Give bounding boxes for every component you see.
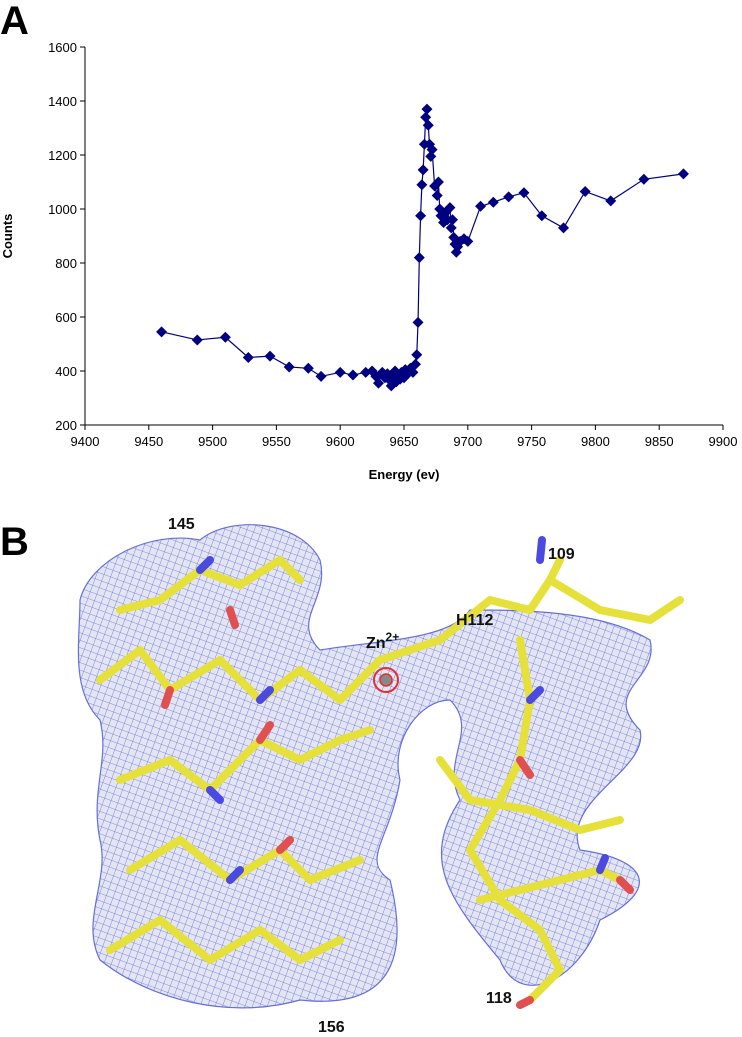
y-tick-label: 1200 <box>48 148 77 163</box>
element: Zn <box>366 635 386 652</box>
data-point <box>416 179 428 191</box>
x-tick-label: 9900 <box>709 434 738 449</box>
y-tick-label: 400 <box>55 364 77 379</box>
data-point <box>191 334 203 346</box>
data-point <box>579 185 591 197</box>
data-point <box>558 222 569 234</box>
x-axis-label: Energy (ev) <box>369 467 440 482</box>
data-point <box>431 190 443 201</box>
data-point <box>334 366 346 378</box>
data-point <box>638 173 650 185</box>
y-tick-label: 600 <box>55 310 77 325</box>
data-point <box>411 349 423 361</box>
data-point <box>605 195 617 207</box>
x-tick-label: 9700 <box>453 434 482 449</box>
data-point <box>503 191 515 203</box>
x-tick-label: 9550 <box>262 434 291 449</box>
data-line <box>161 109 684 386</box>
data-point <box>409 358 421 370</box>
residue-label: 118 <box>486 990 512 1007</box>
data-point <box>315 370 327 382</box>
y-tick-label: 200 <box>55 418 77 433</box>
x-tick-label: 9500 <box>198 434 227 449</box>
x-tick-label: 9750 <box>517 434 546 449</box>
residue-label: H112 <box>456 612 493 629</box>
data-point <box>407 366 419 378</box>
x-tick-label: 9800 <box>581 434 610 449</box>
data-point <box>412 316 424 328</box>
y-tick-label: 1400 <box>48 94 77 109</box>
data-point <box>219 331 231 343</box>
data-point <box>347 369 359 381</box>
x-tick-label: 9650 <box>390 434 419 449</box>
data-point <box>283 361 295 373</box>
data-point <box>421 103 433 115</box>
data-point <box>415 210 427 222</box>
data-point <box>426 144 438 156</box>
data-point <box>420 111 432 123</box>
x-tick-label: 9600 <box>326 434 355 449</box>
data-point <box>445 222 457 234</box>
data-point <box>462 235 474 247</box>
data-point <box>417 164 429 176</box>
y-tick-label: 800 <box>55 256 77 271</box>
data-point <box>372 377 384 389</box>
panel-label: A <box>0 0 29 43</box>
x-tick-label: 9850 <box>645 434 674 449</box>
plot: 200 400 600 800 1000 1200 1400 1600 9400 9450 9500… <box>0 40 737 482</box>
residue-label: 109 <box>548 546 575 563</box>
data-point <box>444 202 456 214</box>
data-point <box>264 350 276 362</box>
data-point <box>432 176 444 188</box>
data-point <box>446 214 458 226</box>
data-point <box>518 187 530 199</box>
data-point <box>487 196 499 208</box>
data-point <box>302 362 314 374</box>
data-point <box>413 252 425 264</box>
data-point <box>422 119 434 131</box>
x-tick-label: 9450 <box>134 434 163 449</box>
charge: 2+ <box>386 630 400 644</box>
y-tick-label: 1000 <box>48 202 77 217</box>
data-point <box>536 210 548 222</box>
panel-label: B <box>0 520 29 564</box>
data-point <box>156 326 168 338</box>
structure-image: 145 109 H112 118 156 Zn2+ <box>77 516 684 1036</box>
residue-label: 156 <box>318 1019 345 1036</box>
data-point <box>475 200 487 212</box>
y-axis-label: Counts <box>0 214 15 259</box>
zinc-label: Zn2+ <box>366 630 399 652</box>
y-tick-label: 1600 <box>48 40 77 55</box>
residue-label: 145 <box>168 516 195 533</box>
data-point <box>677 168 689 180</box>
x-tick-label: 9400 <box>71 434 100 449</box>
data-point <box>242 352 254 363</box>
